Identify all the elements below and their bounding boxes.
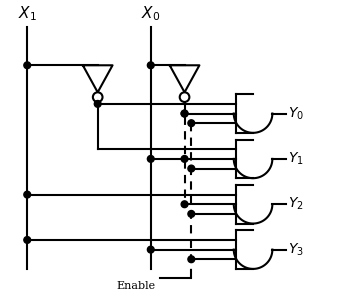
Text: $Y_0$: $Y_0$ (288, 105, 304, 122)
Circle shape (181, 201, 188, 208)
Text: $X_0$: $X_0$ (141, 4, 160, 23)
Circle shape (24, 191, 31, 198)
Text: $X_1$: $X_1$ (18, 4, 37, 23)
Circle shape (188, 165, 195, 172)
Circle shape (147, 62, 154, 69)
Text: $Y_1$: $Y_1$ (288, 151, 303, 167)
Circle shape (94, 100, 101, 107)
Text: $Y_3$: $Y_3$ (288, 241, 304, 258)
Circle shape (24, 62, 31, 69)
Circle shape (93, 92, 103, 102)
Circle shape (147, 246, 154, 253)
Circle shape (188, 256, 195, 263)
Text: $Y_2$: $Y_2$ (288, 196, 303, 212)
Circle shape (180, 92, 189, 102)
Circle shape (24, 237, 31, 243)
Circle shape (181, 155, 188, 162)
Circle shape (181, 110, 188, 117)
Circle shape (188, 211, 195, 217)
Circle shape (181, 110, 188, 117)
Text: Enable: Enable (117, 282, 155, 291)
Circle shape (188, 120, 195, 127)
Circle shape (147, 155, 154, 162)
